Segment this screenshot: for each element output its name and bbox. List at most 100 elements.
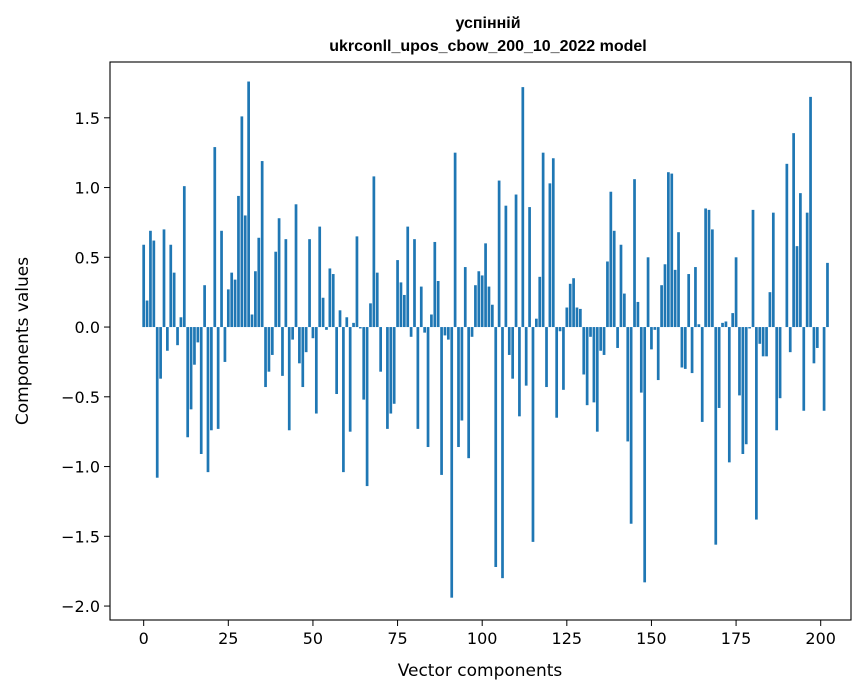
bar: [714, 327, 718, 545]
bar: [623, 293, 626, 328]
bar: [805, 212, 809, 328]
bar: [490, 304, 494, 328]
bar: [331, 274, 335, 328]
bar: [470, 327, 474, 337]
bar: [467, 327, 471, 459]
bar: [176, 327, 179, 346]
bar: [765, 327, 768, 357]
bar: [433, 241, 437, 328]
bar: [392, 327, 396, 404]
bar: [342, 327, 345, 473]
bar: [595, 327, 599, 432]
bar: [145, 300, 149, 328]
bar: [514, 194, 518, 328]
bar: [738, 327, 741, 396]
x-tick-label: 100: [467, 629, 498, 648]
y-tick-label: 0.0: [75, 318, 100, 337]
bar: [233, 279, 237, 328]
bar: [538, 276, 542, 328]
bar: [690, 327, 694, 374]
bar: [562, 327, 565, 390]
bar: [731, 313, 735, 328]
bar: [325, 327, 328, 330]
bar: [216, 327, 220, 429]
bar: [643, 327, 647, 583]
bar: [443, 327, 447, 336]
bar: [186, 327, 190, 438]
bar: [755, 327, 758, 520]
bar: [372, 176, 376, 328]
bar: [182, 186, 186, 328]
bar: [494, 327, 498, 567]
bar: [274, 251, 278, 328]
x-tick-label: 125: [552, 629, 583, 648]
bar: [521, 87, 525, 328]
bar: [213, 147, 217, 328]
bar: [301, 327, 305, 388]
bar: [335, 327, 338, 395]
bar: [822, 327, 826, 411]
bar: [277, 218, 281, 328]
bar: [683, 327, 687, 369]
y-tick-label: −2.0: [61, 597, 100, 616]
y-tick-label: 1.5: [75, 109, 100, 128]
bar: [480, 275, 484, 328]
bar: [430, 314, 433, 328]
y-tick-label: −0.5: [61, 388, 100, 407]
bar: [402, 294, 406, 328]
bar: [551, 158, 555, 328]
bar: [155, 327, 159, 478]
bar: [629, 327, 633, 524]
bar: [555, 327, 559, 418]
bar: [294, 204, 298, 328]
bar: [162, 229, 166, 328]
bar: [609, 191, 613, 328]
bar: [518, 327, 521, 417]
bar: [704, 208, 707, 328]
bar: [768, 292, 772, 328]
bar: [237, 195, 240, 328]
bar: [318, 226, 322, 328]
bar: [267, 327, 271, 372]
bar: [680, 327, 684, 368]
y-tick-label: 0.5: [75, 248, 100, 267]
bar: [220, 230, 223, 328]
bar: [572, 278, 575, 328]
bar: [700, 327, 704, 422]
bar: [142, 244, 146, 328]
bar: [548, 183, 552, 328]
bar: [460, 327, 464, 421]
bar: [792, 133, 795, 328]
bar: [399, 282, 403, 328]
bar: [497, 180, 501, 328]
x-tick-label: 175: [721, 629, 752, 648]
bar: [501, 327, 504, 579]
bar: [199, 327, 203, 454]
bar: [667, 172, 670, 328]
bar: [511, 327, 515, 379]
bar: [172, 272, 176, 328]
bars-group: [142, 81, 829, 598]
x-axis-label: Vector components: [398, 661, 563, 681]
bar: [795, 246, 799, 328]
bar: [196, 327, 200, 343]
bar: [159, 327, 162, 379]
bar: [606, 261, 609, 328]
bar: [541, 152, 545, 328]
y-tick-label: 1.0: [75, 179, 100, 198]
bar: [206, 327, 210, 473]
bar: [345, 317, 349, 328]
bar: [711, 229, 714, 328]
bar: [314, 327, 318, 414]
bar: [744, 327, 748, 445]
bar: [477, 271, 481, 328]
bar: [616, 327, 619, 348]
bar: [633, 179, 636, 328]
bar: [453, 152, 457, 328]
bar: [626, 327, 630, 442]
bar: [193, 327, 196, 365]
bar: [284, 239, 288, 328]
bar: [270, 327, 274, 355]
bar: [826, 262, 829, 328]
